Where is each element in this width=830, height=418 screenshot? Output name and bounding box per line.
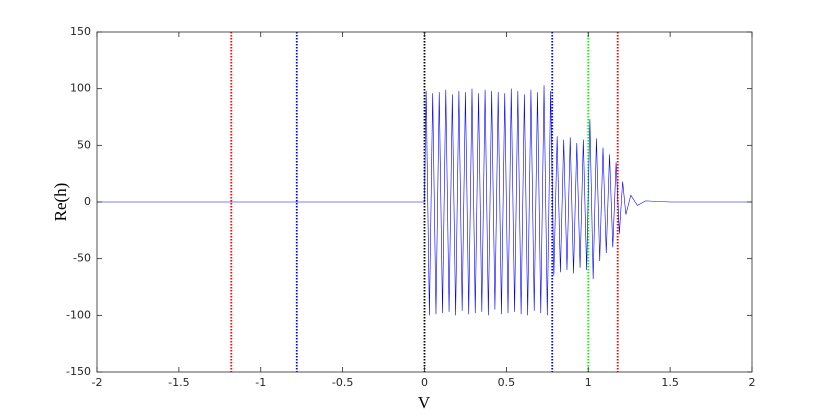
x-tick-label: 1.5 [661,376,679,389]
y-tick-label: 0 [84,195,91,208]
y-tick-label: 100 [70,82,91,95]
signal-line [97,85,752,316]
x-axis-label: V [418,393,431,412]
y-tick-label: -100 [66,308,91,321]
x-tick-label: 1 [585,376,592,389]
x-tick-label: -2 [92,376,103,389]
y-tick-label: 50 [77,138,91,151]
x-tick-label: -1 [255,376,266,389]
x-tick-label: 0.5 [498,376,516,389]
x-tick-label: -0.5 [332,376,353,389]
x-tick-label: -1.5 [168,376,189,389]
x-tick-label: 0 [421,376,428,389]
x-tick-label: 2 [749,376,756,389]
y-tick-label: 150 [70,25,91,38]
y-tick-label: -150 [66,365,91,378]
y-axis-label: Re(h) [51,183,70,222]
y-tick-label: -50 [73,252,91,265]
